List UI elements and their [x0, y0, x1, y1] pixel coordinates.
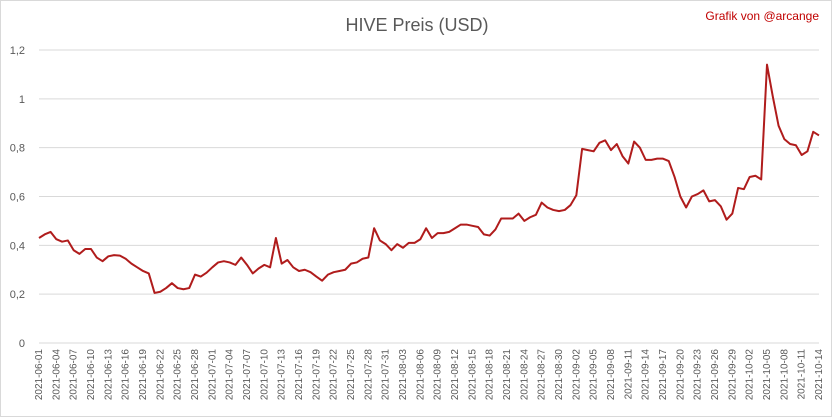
- x-tick-label: 2021-10-08: [779, 349, 790, 401]
- x-tick-label: 2021-08-24: [519, 349, 530, 401]
- x-tick-label: 2021-08-15: [467, 349, 478, 401]
- x-tick-label: 2021-07-10: [259, 349, 270, 401]
- x-tick-label: 2021-09-29: [727, 349, 738, 401]
- x-tick-label: 2021-09-20: [675, 349, 686, 401]
- x-tick-label: 2021-06-16: [121, 349, 132, 401]
- x-tick-label: 2021-09-23: [693, 349, 704, 401]
- chart-credit: Grafik von @arcange: [705, 9, 819, 23]
- x-tick-label: 2021-07-01: [207, 349, 218, 401]
- y-tick-label: 0,8: [10, 143, 25, 155]
- x-tick-label: 2021-06-28: [190, 349, 201, 401]
- x-tick-label: 2021-07-16: [294, 349, 305, 401]
- x-tick-label: 2021-10-05: [762, 349, 773, 401]
- x-tick-label: 2021-06-01: [34, 349, 45, 401]
- x-tick-label: 2021-07-28: [363, 349, 374, 401]
- x-tick-label: 2021-08-27: [537, 349, 548, 401]
- x-tick-label: 2021-09-05: [589, 349, 600, 401]
- x-tick-label: 2021-09-14: [641, 349, 652, 401]
- x-tick-label: 2021-06-07: [69, 349, 80, 401]
- x-tick-label: 2021-06-13: [103, 349, 114, 401]
- x-tick-label: 2021-08-18: [485, 349, 496, 401]
- x-tick-label: 2021-06-25: [173, 349, 184, 401]
- x-tick-label: 2021-09-26: [710, 349, 721, 401]
- x-tick-label: 2021-09-02: [571, 349, 582, 401]
- x-tick-label: 2021-08-06: [415, 349, 426, 401]
- x-tick-label: 2021-07-07: [242, 349, 253, 401]
- x-tick-label: 2021-10-14: [814, 349, 825, 401]
- y-tick-label: 0: [19, 338, 25, 350]
- y-tick-label: 1: [19, 94, 25, 106]
- x-tick-label: 2021-06-19: [138, 349, 149, 401]
- x-tick-label: 2021-09-17: [658, 349, 669, 401]
- plot-area: [38, 63, 820, 294]
- y-tick-label: 1,2: [10, 45, 25, 57]
- y-tick-label: 0,2: [10, 289, 25, 301]
- x-tick-label: 2021-06-22: [155, 349, 166, 401]
- x-tick-label: 2021-08-03: [398, 349, 409, 401]
- x-tick-label: 2021-10-02: [745, 349, 756, 401]
- x-tick-label: 2021-06-04: [51, 349, 62, 401]
- x-tick-label: 2021-06-10: [86, 349, 97, 401]
- x-tick-label: 2021-08-30: [554, 349, 565, 401]
- x-tick-label: 2021-07-22: [329, 349, 340, 401]
- y-tick-label: 0,6: [10, 192, 25, 204]
- x-axis-ticks: 2021-06-01 2021-06-04 2021-06-07 2021-06-10…: [34, 349, 825, 401]
- x-tick-label: 2021-09-11: [623, 349, 634, 400]
- x-tick-label: 2021-07-13: [277, 349, 288, 401]
- x-tick-label: 2021-07-25: [346, 349, 357, 401]
- x-tick-label: 2021-07-04: [225, 349, 236, 401]
- x-tick-label: 2021-07-31: [381, 349, 392, 401]
- x-tick-label: 2021-08-09: [433, 349, 444, 401]
- x-tick-label: 2021-09-08: [606, 349, 617, 401]
- x-tick-label: 2021-07-19: [311, 349, 322, 401]
- chart-title: HIVE Preis (USD): [345, 15, 488, 35]
- x-tick-label: 2021-10-11: [797, 349, 808, 400]
- x-tick-label: 2021-08-12: [450, 349, 461, 401]
- gridlines: [39, 49, 819, 344]
- y-tick-label: 0,4: [10, 240, 25, 252]
- price-line: [38, 63, 820, 294]
- x-tick-label: 2021-08-21: [502, 349, 513, 401]
- y-axis-ticks: 0 0,2 0,4 0,6 0,8 1 1,2: [10, 45, 25, 350]
